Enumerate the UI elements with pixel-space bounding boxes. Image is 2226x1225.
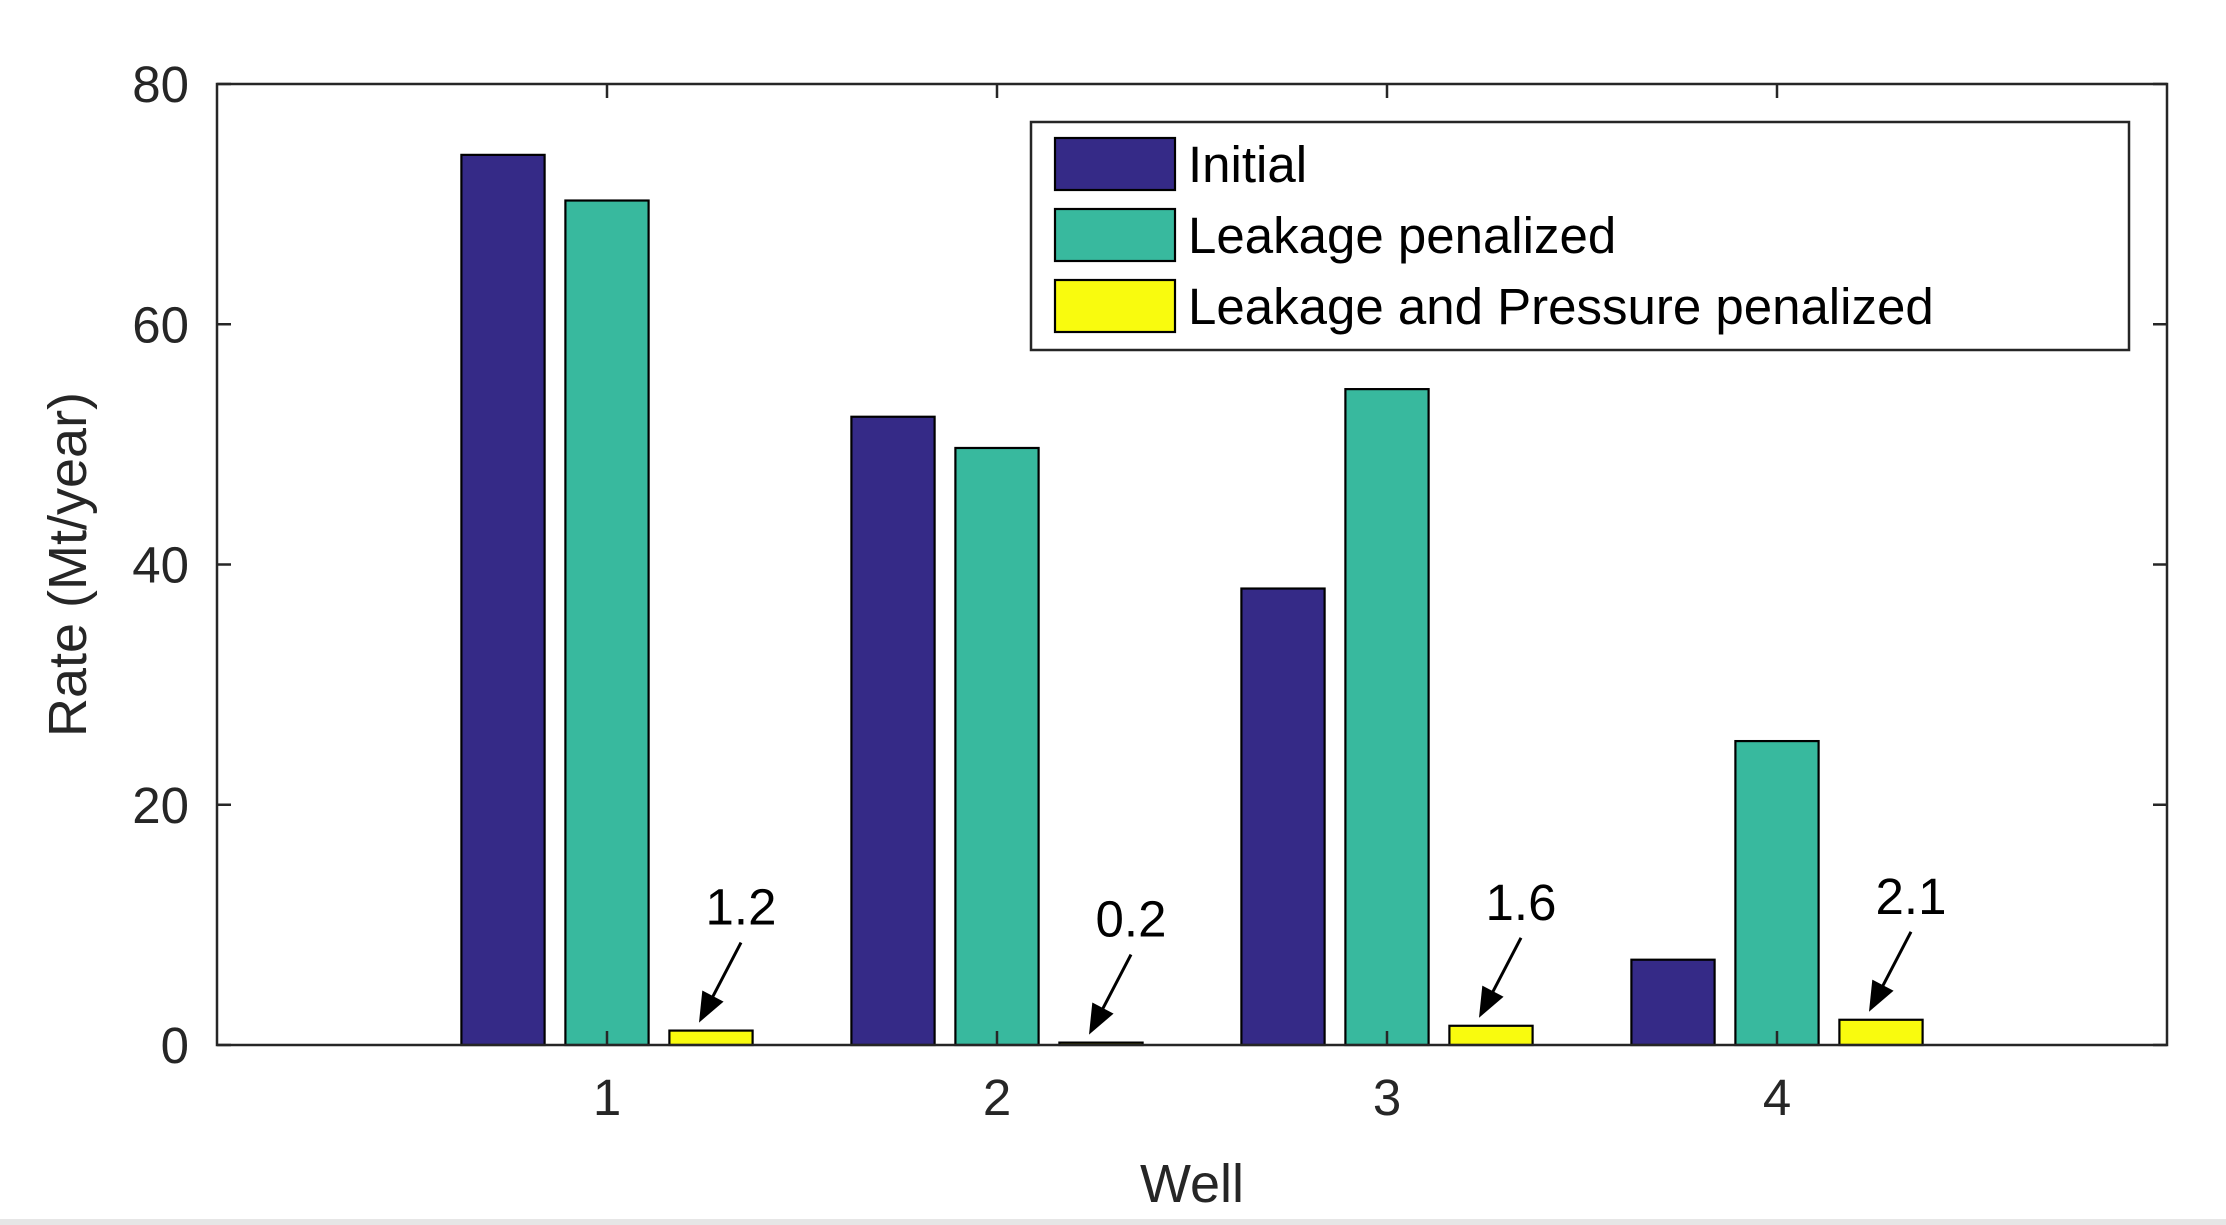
y-tick-label-40: 40 bbox=[132, 537, 189, 594]
y-tick-label-0: 0 bbox=[161, 1017, 189, 1074]
y-tick-label-20: 20 bbox=[132, 777, 189, 834]
annotation-2: 0.2 bbox=[1089, 891, 1166, 1035]
legend: Initial Leakage penalized Leakage and Pres… bbox=[1029, 120, 2131, 352]
annotation-arrowhead bbox=[699, 990, 724, 1023]
annotation-arrowhead bbox=[1479, 985, 1504, 1018]
annotation-4: 2.1 bbox=[1869, 868, 1946, 1012]
legend-swatch bbox=[1053, 136, 1177, 192]
annotation-label: 0.2 bbox=[1096, 891, 1167, 948]
bar-well-2-series-1 bbox=[850, 415, 936, 1047]
x-tick-label-1: 1 bbox=[593, 1069, 621, 1126]
annotation-label: 2.1 bbox=[1876, 868, 1947, 925]
y-tick-label-60: 60 bbox=[132, 296, 189, 353]
annotation-arrowhead bbox=[1089, 1002, 1114, 1035]
legend-item-3: Leakage and Pressure penalized bbox=[1053, 278, 1934, 335]
bottom-strip bbox=[0, 1219, 2226, 1225]
bar-well-4-series-3 bbox=[1838, 1018, 1924, 1047]
legend-label: Leakage and Pressure penalized bbox=[1188, 278, 1934, 335]
annotation-1: 1.2 bbox=[699, 879, 776, 1023]
annotations-layer: 1.2 0.2 1.6 2.1 bbox=[699, 868, 1946, 1035]
bar-well-3-series-1 bbox=[1240, 587, 1326, 1047]
x-tick-label-3: 3 bbox=[1373, 1069, 1401, 1126]
annotation-label: 1.6 bbox=[1486, 874, 1557, 931]
bar-well-4-series-2 bbox=[1734, 739, 1820, 1047]
y-tick-label-80: 80 bbox=[132, 56, 189, 113]
ticks-layer: 0 20 40 60 80 1 2 3 4 bbox=[132, 56, 2167, 1126]
legend-box bbox=[1029, 120, 2131, 352]
annotation-label: 1.2 bbox=[706, 879, 777, 936]
bar-well-1-series-3 bbox=[668, 1029, 754, 1047]
legend-swatch bbox=[1053, 207, 1177, 263]
bar-well-1-series-1 bbox=[460, 153, 546, 1047]
legend-item-2: Leakage penalized bbox=[1053, 207, 1616, 264]
annotation-arrowhead bbox=[1869, 979, 1894, 1012]
legend-label: Initial bbox=[1188, 136, 1307, 193]
bar-well-3-series-3 bbox=[1448, 1024, 1534, 1047]
legend-label: Leakage penalized bbox=[1188, 207, 1616, 264]
legend-item-1: Initial bbox=[1053, 136, 1307, 193]
x-tick-label-4: 4 bbox=[1763, 1069, 1791, 1126]
y-axis-label: Rate (Mt/year) bbox=[38, 392, 98, 737]
bars-layer bbox=[460, 153, 1924, 1047]
legend-swatch bbox=[1053, 278, 1177, 334]
bar-well-3-series-2 bbox=[1344, 388, 1430, 1047]
x-tick-label-2: 2 bbox=[983, 1069, 1011, 1126]
x-axis-label: Well bbox=[1140, 1154, 1244, 1214]
bar-well-2-series-2 bbox=[954, 446, 1040, 1047]
bar-well-1-series-2 bbox=[564, 199, 650, 1047]
annotation-3: 1.6 bbox=[1479, 874, 1556, 1018]
bar-well-4-series-1 bbox=[1630, 958, 1716, 1047]
